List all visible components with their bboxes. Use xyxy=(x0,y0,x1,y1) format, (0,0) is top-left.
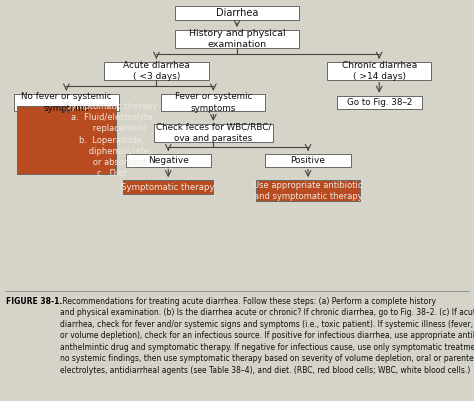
FancyBboxPatch shape xyxy=(175,6,299,20)
Text: Acute diarrhea
( <3 days): Acute diarrhea ( <3 days) xyxy=(123,61,190,81)
FancyBboxPatch shape xyxy=(126,154,211,166)
Text: Recommendations for treating acute diarrhea. Follow these steps: (a) Perform a c: Recommendations for treating acute diarr… xyxy=(60,297,474,375)
FancyBboxPatch shape xyxy=(337,96,422,109)
Text: Fever or systemic
symptoms: Fever or systemic symptoms xyxy=(174,93,252,113)
Text: Negative: Negative xyxy=(148,156,189,165)
Text: Check feces for WBC/RBC/
ova and parasites: Check feces for WBC/RBC/ ova and parasit… xyxy=(155,123,271,143)
Text: Symptomatic therapy: Symptomatic therapy xyxy=(121,182,215,192)
Text: Chronic diarrhea
( >14 days): Chronic diarrhea ( >14 days) xyxy=(342,61,417,81)
Text: Use appropriate antibiotic
and symptomatic therapy: Use appropriate antibiotic and symptomat… xyxy=(253,180,363,200)
Text: No fever or systemic
symptoms: No fever or systemic symptoms xyxy=(21,93,112,113)
FancyBboxPatch shape xyxy=(17,106,116,174)
FancyBboxPatch shape xyxy=(123,180,213,194)
FancyBboxPatch shape xyxy=(104,62,209,80)
FancyBboxPatch shape xyxy=(175,30,299,48)
Text: FIGURE 38-1.: FIGURE 38-1. xyxy=(6,297,62,306)
FancyBboxPatch shape xyxy=(14,93,118,111)
FancyBboxPatch shape xyxy=(161,93,265,111)
Text: Diarrhea: Diarrhea xyxy=(216,8,258,18)
Text: History and physical
examination: History and physical examination xyxy=(189,29,285,49)
Text: Go to Fig. 38–2: Go to Fig. 38–2 xyxy=(346,98,412,107)
FancyBboxPatch shape xyxy=(265,154,351,166)
Text: Positive: Positive xyxy=(291,156,326,165)
Text: Symptomatic therapy
a.  Fluid/electrolyte
      replacement
b.  Loperamide,
    : Symptomatic therapy a. Fluid/electrolyte… xyxy=(66,102,157,178)
FancyBboxPatch shape xyxy=(327,62,431,80)
FancyBboxPatch shape xyxy=(256,180,360,201)
FancyBboxPatch shape xyxy=(154,124,273,142)
